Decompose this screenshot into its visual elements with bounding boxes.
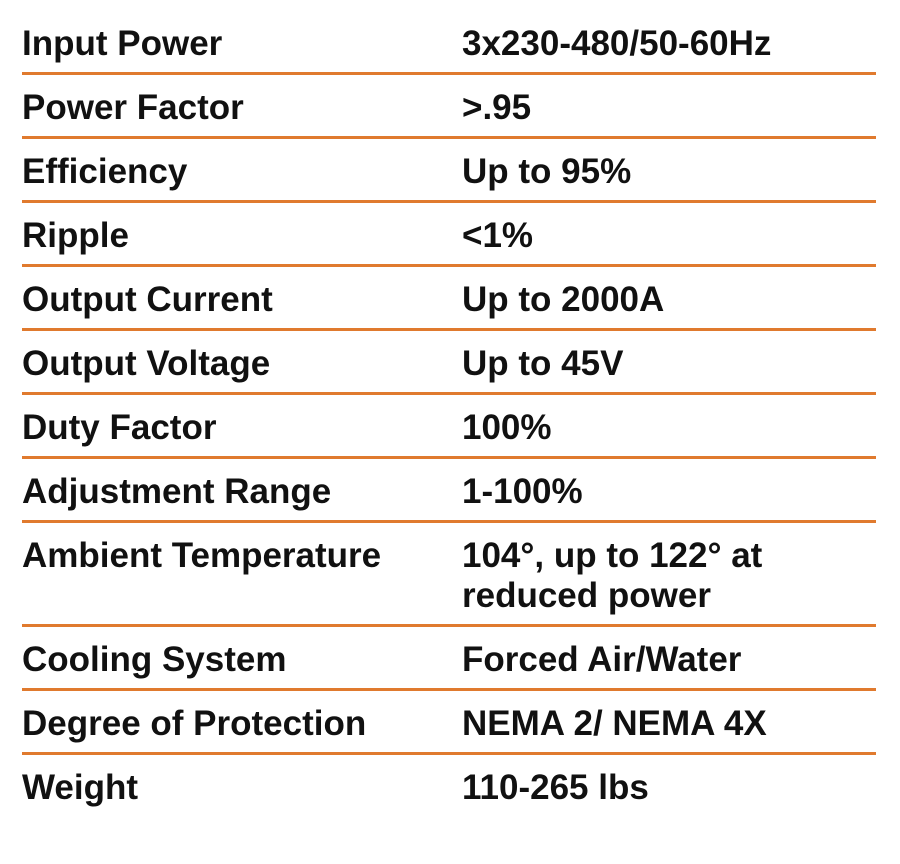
spec-value: Up to 2000A — [462, 280, 665, 319]
spec-label: Ambient Temperature — [22, 536, 382, 575]
spec-label: Duty Factor — [22, 408, 217, 447]
spec-row: Ambient Temperature 104°, up to 122° at r… — [22, 523, 876, 627]
spec-row: Ripple <1% — [22, 203, 876, 267]
spec-label: Cooling System — [22, 640, 287, 679]
spec-label: Weight — [22, 768, 139, 807]
spec-value: <1% — [462, 216, 534, 255]
spec-row: Weight 110-265 lbs — [22, 755, 876, 816]
spec-table: Input Power 3x230-480/50-60Hz Power Factor… — [22, 11, 876, 816]
spec-label: Ripple — [22, 216, 129, 255]
spec-value: Forced Air/Water — [462, 640, 742, 679]
spec-value: >.95 — [462, 88, 532, 127]
spec-value: Up to 45V — [462, 344, 624, 383]
spec-label: Output Voltage — [22, 344, 271, 383]
spec-row: Output Voltage Up to 45V — [22, 331, 876, 395]
spec-row: Input Power 3x230-480/50-60Hz — [22, 11, 876, 75]
spec-row: Adjustment Range 1-100% — [22, 459, 876, 523]
spec-row: Degree of Protection NEMA 2/ NEMA 4X — [22, 691, 876, 755]
spec-value: 104°, up to 122° at reduced power — [462, 536, 763, 615]
spec-label: Input Power — [22, 24, 223, 63]
spec-row: Power Factor >.95 — [22, 75, 876, 139]
spec-label: Degree of Protection — [22, 704, 367, 743]
spec-value: Up to 95% — [462, 152, 632, 191]
spec-row: Efficiency Up to 95% — [22, 139, 876, 203]
spec-label: Adjustment Range — [22, 472, 332, 511]
spec-value: NEMA 2/ NEMA 4X — [462, 704, 767, 743]
spec-row: Cooling System Forced Air/Water — [22, 627, 876, 691]
spec-row: Duty Factor 100% — [22, 395, 876, 459]
spec-row: Output Current Up to 2000A — [22, 267, 876, 331]
spec-value: 3x230-480/50-60Hz — [462, 24, 772, 63]
spec-value: 110-265 lbs — [462, 768, 649, 807]
spec-value: 1-100% — [462, 472, 583, 511]
spec-label: Output Current — [22, 280, 273, 319]
spec-label: Power Factor — [22, 88, 244, 127]
spec-value: 100% — [462, 408, 552, 447]
spec-label: Efficiency — [22, 152, 188, 191]
